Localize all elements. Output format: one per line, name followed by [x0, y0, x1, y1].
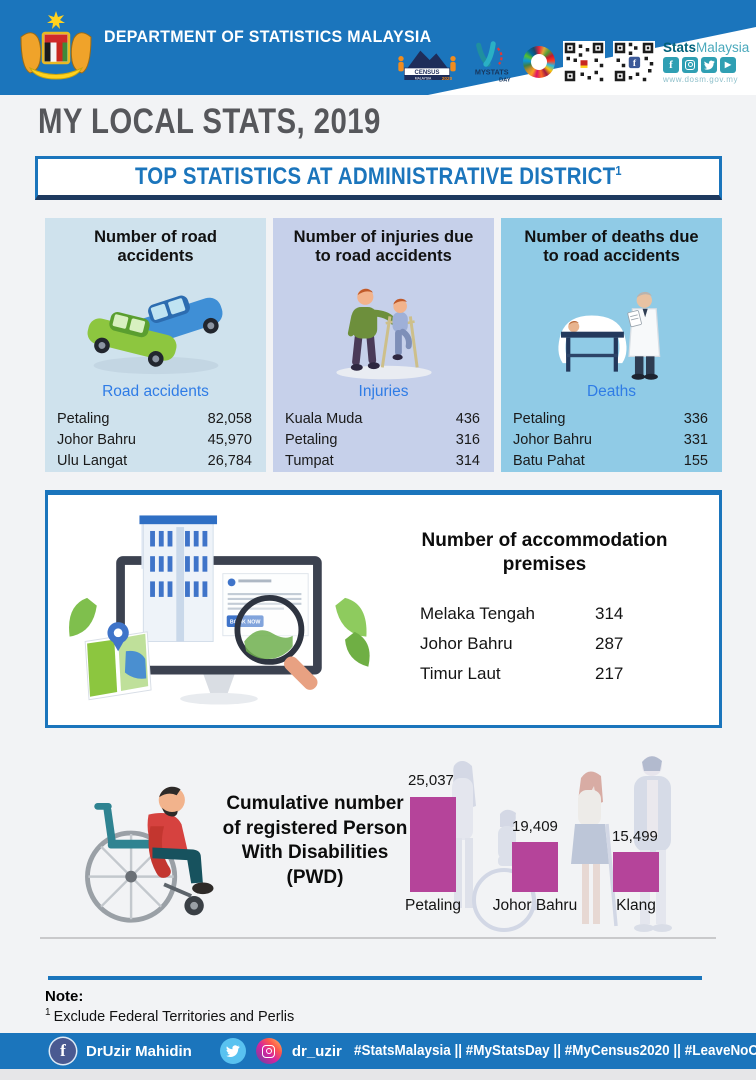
youtube-icon: [720, 56, 736, 73]
qr-code-facebook-icon: f: [613, 41, 655, 83]
mystats-day-logo-icon: MYSTATS DAY: [475, 41, 511, 84]
car-crash-illustration: [45, 277, 266, 381]
svg-text:DAY: DAY: [499, 78, 511, 84]
data-row: Petaling 82,058: [57, 411, 252, 427]
website-url: www.dosm.gov.my: [663, 74, 739, 84]
subtitle-box: TOP STATISTICS AT ADMINISTRATIVE DISTRIC…: [35, 156, 722, 200]
bar-category-label: Klang: [616, 897, 656, 914]
bar-value-label: 19,409: [512, 818, 558, 835]
statsmalaysia-wordmark: StatsMalaysia: [663, 39, 750, 55]
census-2020-logo-icon: CENSUS MALAYSIA 2020: [398, 50, 456, 81]
pwd-section: Cumulative number of registered Person W…: [0, 740, 756, 960]
statsmalaysia-brand: StatsMalaysia www.dosm.gov.my: [663, 39, 750, 84]
bar-value-label: 25,037: [408, 772, 454, 789]
accommodation-panel: BOOK NOW Number of accommodation premise…: [45, 490, 722, 728]
bar-value-label: 15,499: [612, 828, 658, 845]
pwd-title: Cumulative number of registered Person W…: [222, 793, 408, 889]
department-title: DEPARTMENT OF STATISTICS MALAYSIA: [104, 27, 432, 46]
panel-data-rows: Petaling 82,058 Johor Bahru 45,970 Ulu Lan…: [45, 401, 266, 472]
data-row: Ulu Langat 26,784: [57, 453, 252, 469]
panel-caption: Road accidents: [102, 383, 209, 400]
note-text: 1 Exclude Federal Territories and Perlis: [45, 1007, 295, 1025]
panel-deaths: Number of deaths due to road accidents: [501, 218, 722, 472]
data-row: Petaling 336: [513, 411, 708, 427]
panel-data-rows: Kuala Muda 436 Petaling 316 Tumpat 314: [273, 401, 494, 472]
header: DEPARTMENT OF STATISTICS MALAYSIA CENSUS…: [0, 0, 756, 95]
data-row: Kuala Muda 436: [285, 411, 480, 427]
panel-title: Number of injuries due to road accidents: [293, 228, 474, 266]
section-divider: [40, 937, 716, 939]
header-logos: CENSUS MALAYSIA 2020 MYSTATS DAY: [395, 33, 750, 91]
bar-johor-bahru: [512, 842, 558, 892]
svg-text:MYSTATS: MYSTATS: [475, 67, 509, 76]
data-row: Petaling 316: [285, 432, 480, 448]
panel-road-accidents: Number of road accidents: [45, 218, 266, 472]
panel-title: Number of deaths due to road accidents: [524, 228, 699, 266]
svg-text:BOOK NOW: BOOK NOW: [230, 620, 261, 626]
instagram-name: dr_uzir: [291, 1042, 342, 1060]
panel-caption: Injuries: [358, 383, 409, 400]
facebook-name: DrUzir Mahidin: [86, 1042, 192, 1060]
panel-caption: Deaths: [586, 383, 637, 400]
instagram-icon: [682, 56, 698, 73]
svg-text:f: f: [633, 58, 637, 69]
bar-klang: [613, 852, 659, 892]
malaysia-coat-of-arms-icon: [20, 11, 92, 80]
accommodation-rows: Melaka Tengah 314 Johor Bahru 287 Timur La…: [420, 599, 691, 689]
sdg-wheel-icon: [523, 46, 555, 78]
bar-petaling: [410, 797, 456, 892]
footer-bar: DrUzir Mahidin dr_uzir #StatsMalaysia ||…: [0, 1033, 756, 1069]
svg-text:CENSUS: CENSUS: [414, 70, 439, 76]
bar-category-label: Petaling: [404, 897, 461, 914]
data-row: Timur Laut 217: [420, 663, 624, 683]
svg-text:MALAYSIA: MALAYSIA: [415, 76, 432, 80]
note-divider: [48, 976, 702, 980]
data-row: Melaka Tengah 314: [420, 603, 624, 623]
twitter-icon: [219, 1038, 246, 1064]
data-row: Johor Bahru 331: [513, 432, 708, 448]
accommodation-content: Number of accommodation premises Melaka …: [388, 495, 719, 725]
note-label: Note:: [45, 988, 84, 1005]
wheelchair-man-illustration: [55, 770, 245, 933]
facebook-icon: [50, 1038, 76, 1064]
pwd-bar-chart: 25,037 19,409 15,499 Petaling Johor Bahr…: [400, 740, 750, 960]
brand-social-icons: [663, 56, 747, 73]
data-row: Batu Pahat 155: [513, 453, 708, 469]
data-row: Tumpat 314: [285, 453, 480, 469]
doctor-morgue-illustration: [501, 279, 722, 381]
data-row: Johor Bahru 45,970: [57, 432, 252, 448]
panel-injuries: Number of injuries due to road accidents: [273, 218, 494, 472]
bar-category-label: Johor Bahru: [492, 897, 578, 914]
panel-data-rows: Petaling 336 Johor Bahru 331 Batu Pahat 155: [501, 401, 722, 472]
accommodation-search-illustration: BOOK NOW: [48, 495, 388, 725]
facebook-icon: [663, 56, 679, 73]
page-title: MY LOCAL STATS, 2019: [38, 102, 381, 141]
panel-title: Number of road accidents: [94, 228, 217, 266]
data-row: Johor Bahru 287: [420, 633, 624, 653]
hashtags: #StatsMalaysia || #MyStatsDay || #MyCens…: [353, 1043, 756, 1059]
instagram-icon: [255, 1038, 282, 1064]
accommodation-title: Number of accommodation premises: [421, 530, 668, 575]
injured-person-illustration: [273, 279, 494, 381]
twitter-icon: [701, 56, 717, 73]
qr-code-icon: [563, 41, 605, 83]
footer-strip: [0, 1069, 756, 1080]
stat-panels-row: Number of road accidents: [45, 218, 722, 472]
subtitle: TOP STATISTICS AT ADMINISTRATIVE DISTRIC…: [135, 163, 622, 190]
svg-text:2020: 2020: [442, 76, 453, 81]
